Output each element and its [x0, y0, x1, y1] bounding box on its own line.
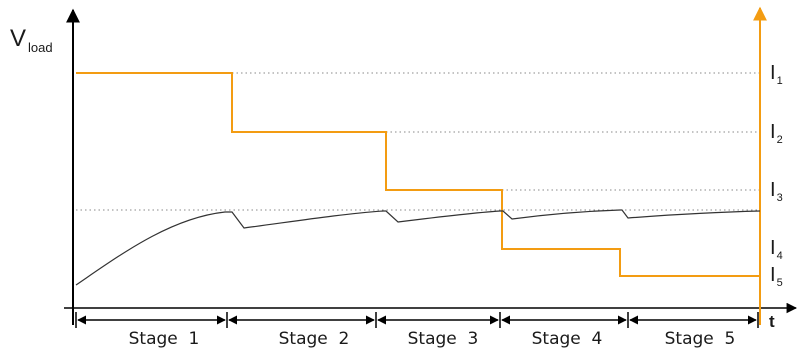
- y-axis-label-main: V: [10, 25, 26, 52]
- current-label-i5: I5: [770, 264, 783, 289]
- dotted-guides: [76, 72, 760, 211]
- stage-ticks: [75, 312, 759, 328]
- current-label-i1: I1: [770, 62, 783, 87]
- y-axis-label-sub: load: [28, 40, 53, 55]
- x-axis-label: t: [769, 312, 775, 331]
- current-step-profile: [76, 72, 760, 277]
- stage-label-4: Stage 4: [532, 329, 603, 349]
- stage-label-2: Stage 2: [279, 329, 350, 349]
- current-label-i3: I3: [770, 179, 783, 204]
- current-label-i2: I2: [770, 121, 783, 146]
- stage-label-5: Stage 5: [665, 329, 736, 349]
- stage-label-3: Stage 3: [408, 329, 479, 349]
- stage-label-1: Stage 1: [129, 329, 200, 349]
- voltage-curve: [75, 209, 761, 286]
- current-label-i4: I4: [770, 237, 783, 262]
